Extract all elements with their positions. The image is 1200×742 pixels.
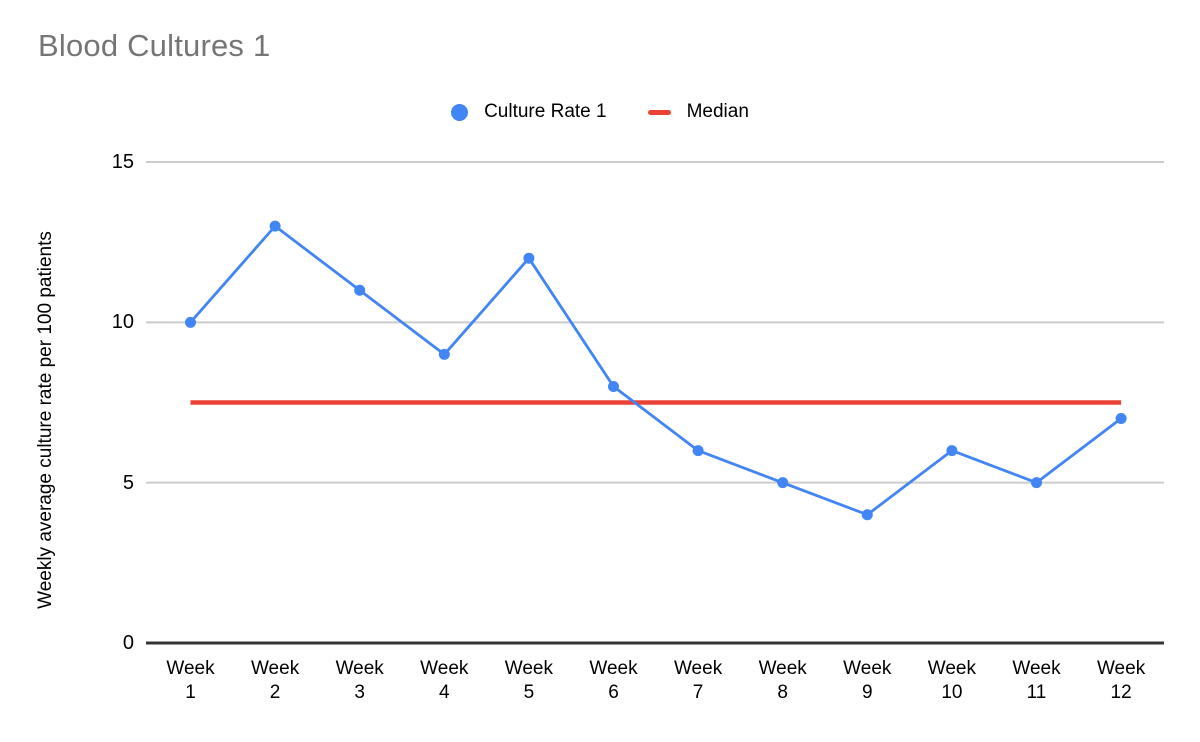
legend-label-culture-rate: Culture Rate 1 (484, 101, 607, 122)
x-tick-label: Week 5 (504, 658, 553, 703)
y-tick-label: 0 (122, 632, 134, 654)
legend-item-culture-rate: Culture Rate 1 (451, 101, 607, 123)
x-tick-label: Week 1 (166, 658, 215, 703)
series-point-icon (451, 103, 469, 121)
x-tick-label: Week 4 (420, 658, 469, 703)
chart-title: Blood Cultures 1 (38, 28, 271, 63)
data-point (523, 252, 535, 264)
legend-label-median: Median (686, 101, 749, 122)
data-point (946, 445, 958, 457)
data-point (608, 380, 619, 392)
culture-rate-line (189, 224, 1122, 517)
data-point (438, 348, 450, 360)
x-tick-label: Week 10 (927, 658, 976, 703)
x-tick-label: Week 3 (335, 658, 384, 703)
data-point (861, 509, 873, 521)
data-point (1031, 477, 1042, 489)
x-tick-label: Week 9 (843, 658, 892, 703)
legend: Culture Rate 1 Median (0, 101, 1200, 123)
data-point (692, 445, 704, 457)
x-tick-label: Week 7 (673, 658, 723, 703)
x-tick-label: Week 2 (250, 658, 300, 703)
data-point (354, 284, 366, 296)
data-point (185, 316, 196, 328)
x-tick-label: Week 6 (589, 658, 638, 703)
data-point (269, 220, 281, 232)
data-point (1115, 413, 1127, 425)
y-tick-label: 5 (122, 471, 134, 494)
data-point (777, 477, 789, 489)
x-tick-label: Week 12 (1096, 658, 1146, 703)
median-line-icon (647, 109, 671, 115)
y-tick-label: 10 (111, 311, 134, 334)
legend-item-median: Median (647, 101, 749, 123)
x-tick-label: Week 11 (1012, 658, 1061, 703)
x-tick-label: Week 8 (758, 658, 807, 703)
y-tick-label: 15 (111, 151, 134, 173)
